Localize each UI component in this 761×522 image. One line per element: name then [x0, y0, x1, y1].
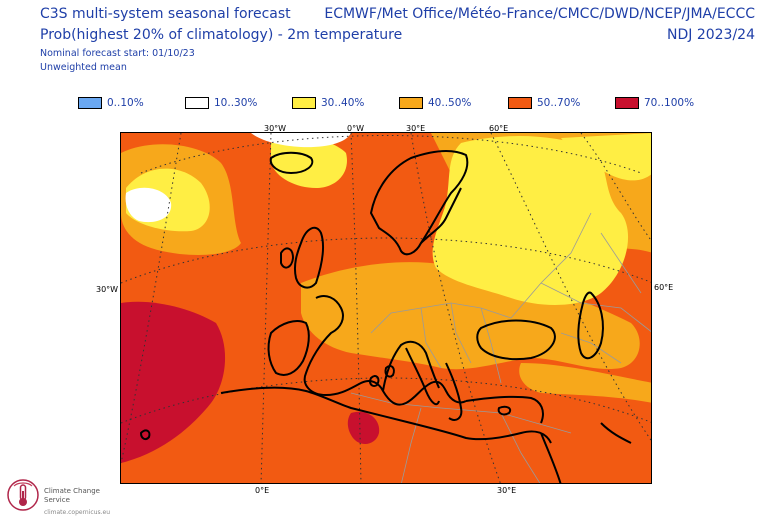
thermometer-globe-icon	[7, 479, 39, 511]
region-30-40	[561, 133, 651, 181]
legend-item: 10..30%	[185, 96, 257, 110]
coastlines	[140, 150, 632, 483]
legend-item: 30..40%	[292, 96, 364, 110]
probability-map-svg	[121, 133, 651, 483]
legend-swatch	[292, 97, 316, 109]
legend-label: 30..40%	[321, 97, 365, 109]
region-10-30	[251, 133, 351, 148]
logo-url: climate.copernicus.eu	[44, 509, 111, 516]
legend-swatch	[78, 97, 102, 109]
region-40-50	[519, 363, 651, 403]
legend-label: 40..50%	[428, 97, 472, 109]
legend-item: 50..70%	[508, 96, 580, 110]
weighting-note: Unweighted mean	[40, 62, 127, 73]
legend-label: 50..70%	[537, 97, 581, 109]
legend-swatch	[185, 97, 209, 109]
lat-label-right: 60°E	[654, 283, 674, 292]
legend-swatch	[615, 97, 639, 109]
logo-title: Climate Change Service	[44, 487, 100, 504]
region-70-100	[121, 301, 226, 463]
lon-label-bottom: 30°E	[497, 486, 517, 495]
title-line-2: Prob(highest 20% of climatology) - 2m te…	[40, 27, 403, 43]
legend-item: 0..10%	[78, 96, 144, 110]
forecast-period: NDJ 2023/24	[667, 27, 755, 43]
legend-item: 70..100%	[615, 96, 694, 110]
lon-label-top: 30°W	[264, 124, 287, 133]
region-70-100	[347, 411, 380, 445]
copernicus-logo: Climate Change Service climate.copernicu…	[4, 478, 134, 518]
region-40-50	[301, 262, 640, 370]
legend-swatch	[399, 97, 423, 109]
forecast-map[interactable]	[120, 132, 652, 484]
legend-label: 10..30%	[214, 97, 258, 109]
legend-swatch	[508, 97, 532, 109]
lon-label-top: 30°E	[406, 124, 426, 133]
lat-label-left: 30°W	[96, 285, 119, 294]
region-10-30	[125, 187, 172, 223]
lon-label-bottom: 0°E	[255, 486, 270, 495]
country-borders	[350, 212, 651, 483]
region-30-40	[432, 136, 629, 305]
lon-label-top: 60°E	[489, 124, 509, 133]
legend-item: 40..50%	[399, 96, 471, 110]
lon-label-top: 0°W	[347, 124, 364, 133]
legend-label: 0..10%	[107, 97, 144, 109]
systems-list: ECMWF/Met Office/Météo-France/CMCC/DWD/N…	[324, 6, 755, 22]
legend: 0..10% 10..30% 30..40% 40..50% 50..70% 7…	[0, 96, 761, 110]
legend-label: 70..100%	[644, 97, 695, 109]
title-line-1: C3S multi-system seasonal forecast	[40, 6, 291, 22]
region-30-40	[271, 137, 347, 188]
forecast-start: Nominal forecast start: 01/10/23	[40, 48, 195, 59]
